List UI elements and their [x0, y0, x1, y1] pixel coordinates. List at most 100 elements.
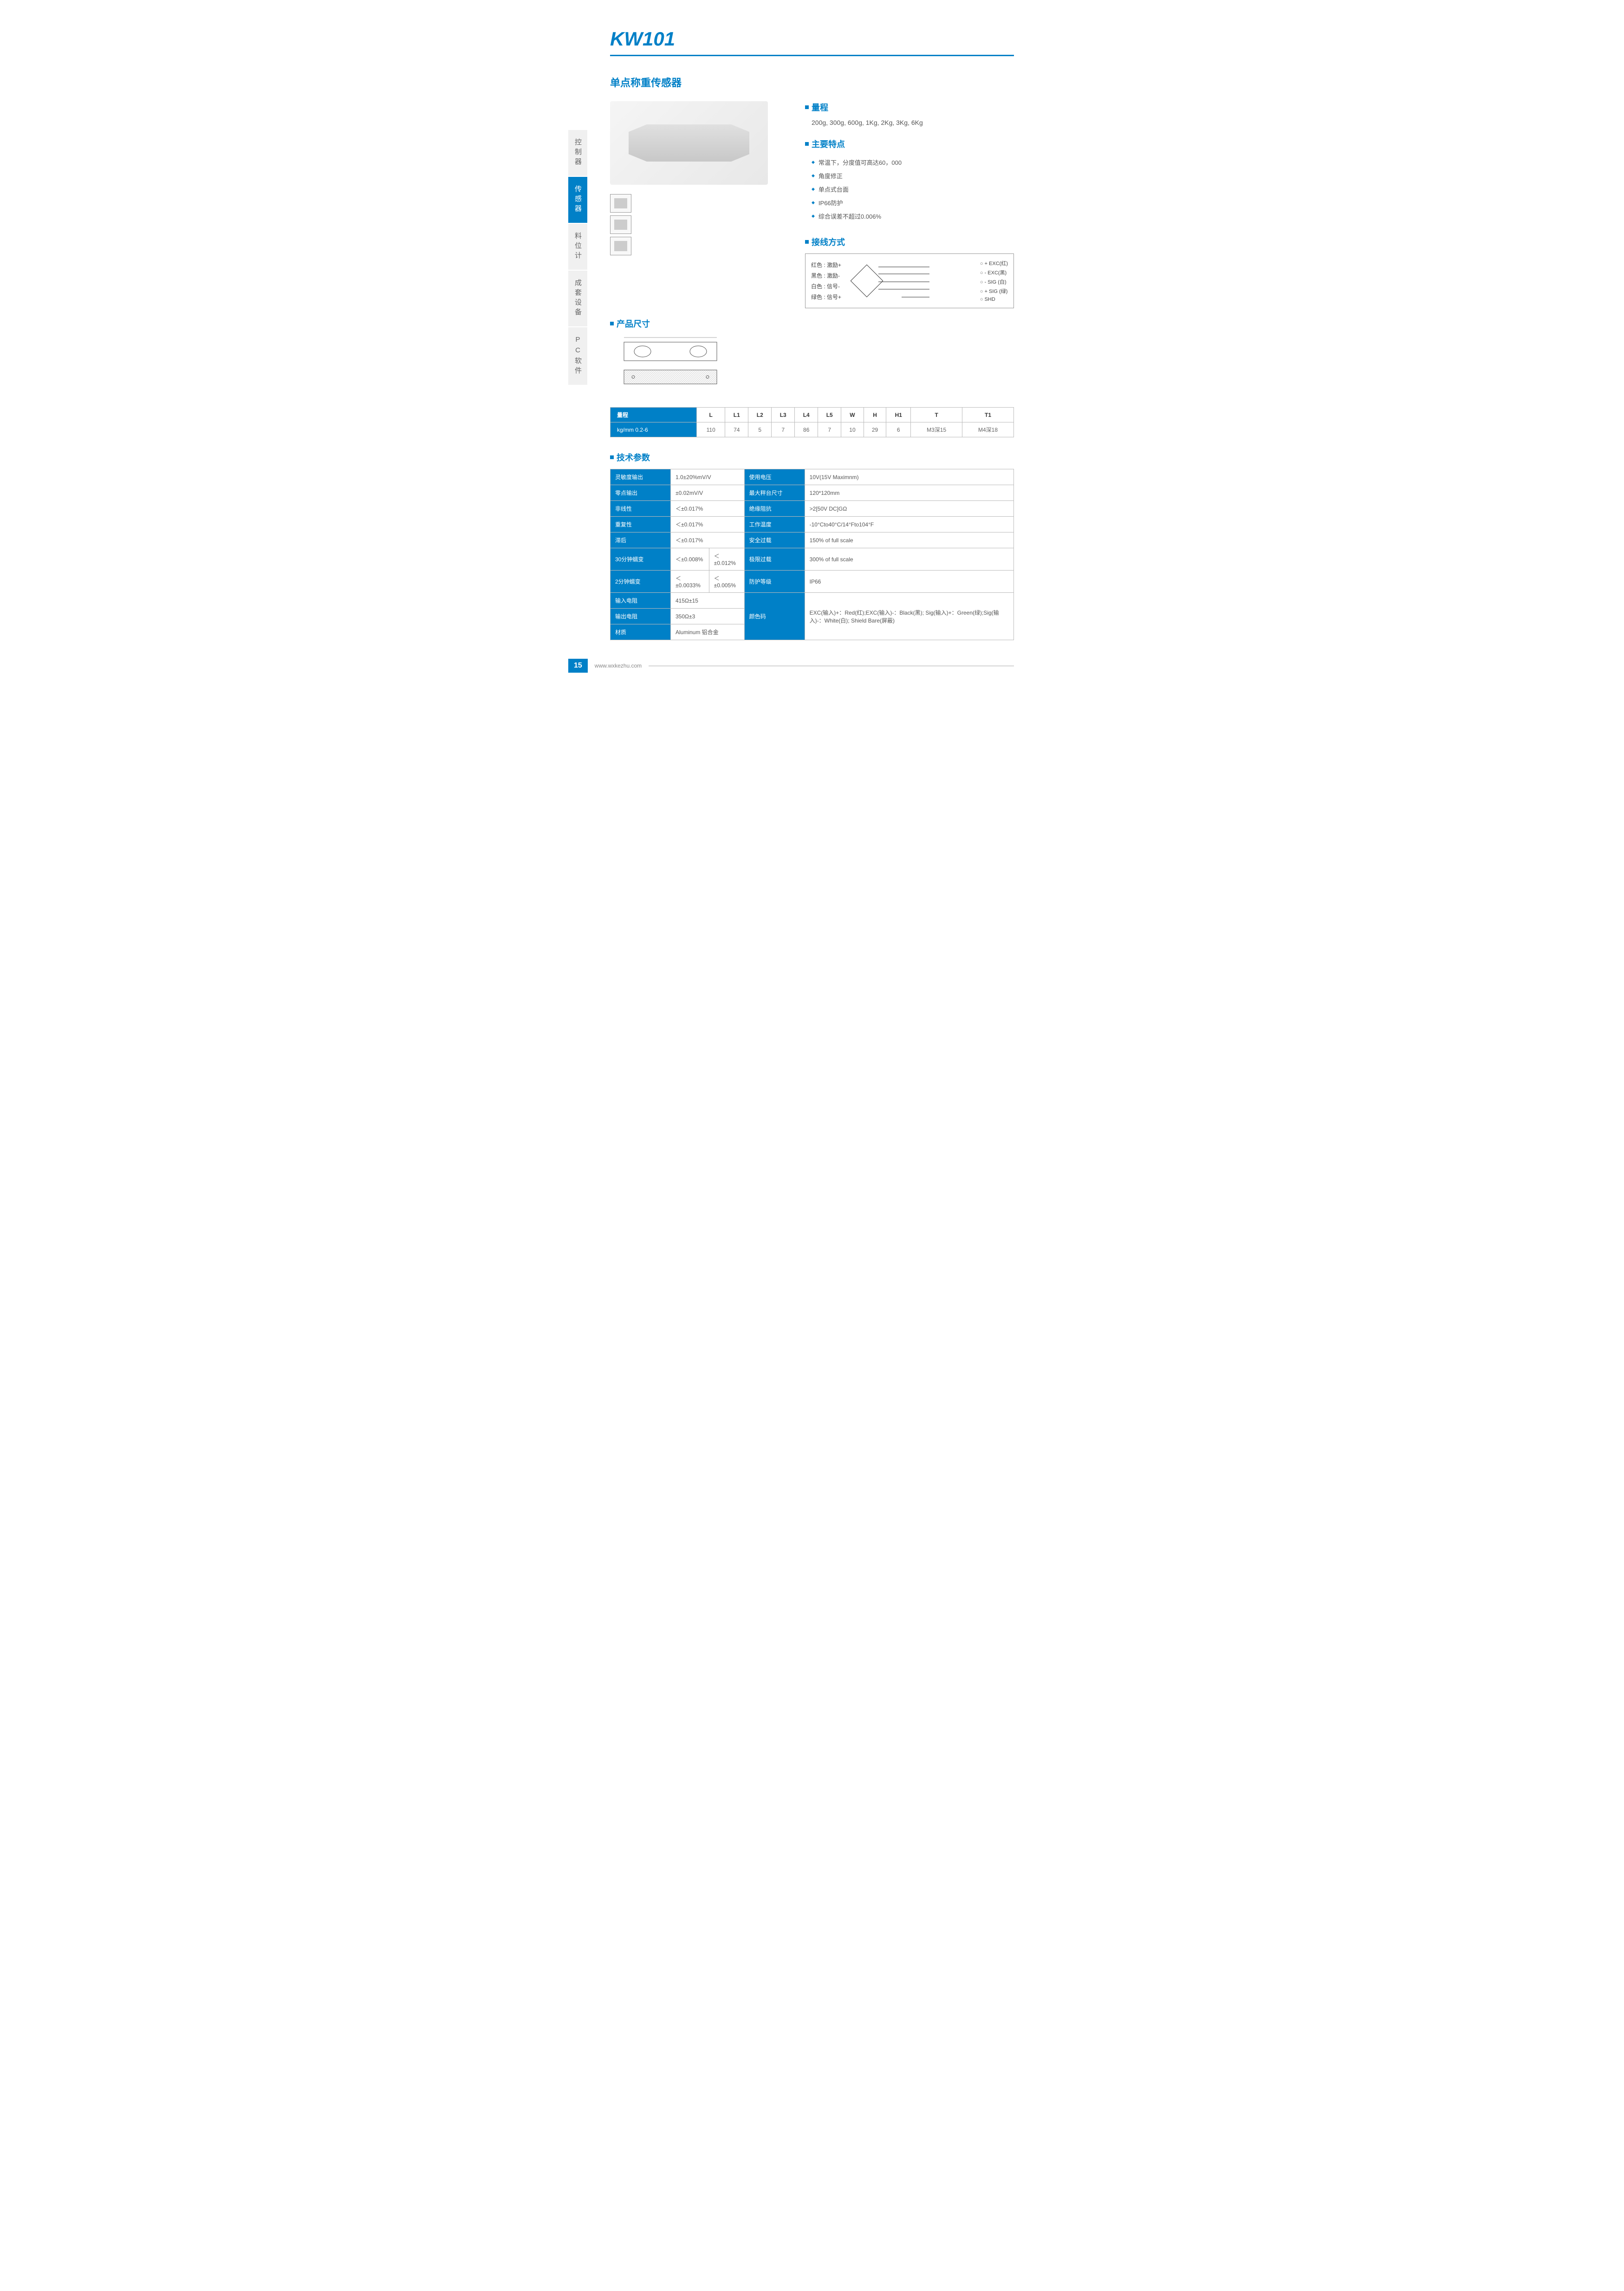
spec-label: 滞后: [611, 532, 671, 548]
spec-value: ＜±0.008%: [671, 548, 709, 571]
wiring-output: SHD: [980, 297, 1008, 302]
page-title: KW101: [610, 28, 1014, 50]
wiring-lines-icon: [878, 260, 934, 302]
dim-header: T: [911, 408, 962, 422]
dim-cell: 5: [748, 422, 772, 437]
spec-label: 重复性: [611, 517, 671, 532]
dim-header: L: [697, 408, 725, 422]
spec-label: 使用电压: [744, 469, 805, 485]
dim-cell: 10: [841, 422, 864, 437]
dim-cell: 86: [795, 422, 818, 437]
specs-heading: 技术参数: [610, 451, 1014, 463]
spec-value: ＜±0.005%: [709, 571, 744, 593]
feature-item: 单点式台面: [812, 182, 1014, 196]
dimensions-heading: 产品尺寸: [610, 318, 1014, 330]
wiring-label: 绿色 : 信号+: [811, 293, 841, 301]
dim-header: H1: [886, 408, 911, 422]
feature-item: 角度修正: [812, 169, 1014, 182]
spec-value: 1.0±20%mV/V: [671, 469, 745, 485]
spec-label: 非线性: [611, 501, 671, 517]
spec-label: 工作温度: [744, 517, 805, 532]
spec-value: ＜±0.017%: [671, 501, 745, 517]
spec-label: 防护等级: [744, 571, 805, 593]
spec-value: ＜±0.017%: [671, 532, 745, 548]
spec-value: 300% of full scale: [805, 548, 1013, 571]
features-list: 常温下，分度值可高达60，000角度修正单点式台面IP66防护综合误差不超过0.…: [805, 156, 1014, 223]
spec-value: ±0.02mV/V: [671, 485, 745, 501]
spec-value: 120*120mm: [805, 485, 1013, 501]
spec-value: 10V(15V Maximnm): [805, 469, 1013, 485]
dim-cell: 6: [886, 422, 911, 437]
dim-header: L3: [772, 408, 795, 422]
wiring-output: - SIG (白): [980, 278, 1008, 286]
range-text: 200g, 300g, 600g, 1Kg, 2Kg, 3Kg, 6Kg: [805, 119, 1014, 126]
spec-label: 灵敏度输出: [611, 469, 671, 485]
dim-header: L2: [748, 408, 772, 422]
spec-value: IP66: [805, 571, 1013, 593]
feature-item: 常温下，分度值可高达60，000: [812, 156, 1014, 169]
spec-label: 零点输出: [611, 485, 671, 501]
thumbnail-2[interactable]: [610, 215, 631, 234]
dimensions-table: 量程LL1L2L3L4L5WHH1TT1 kg/mm 0.2-611074578…: [610, 407, 1014, 437]
spec-label: 2分钟蠕变: [611, 571, 671, 593]
dim-cell: 7: [772, 422, 795, 437]
spec-label: 30分钟蠕变: [611, 548, 671, 571]
dimension-drawing: [610, 335, 740, 396]
dim-cell: M4深18: [962, 422, 1014, 437]
dim-header: 量程: [611, 408, 697, 422]
spec-label: 极限过载: [744, 548, 805, 571]
sidebar-tab[interactable]: PC软件: [568, 327, 587, 385]
sidebar-nav: 控制器传感器料位计成套设备PC软件: [568, 130, 587, 386]
dim-cell: 7: [818, 422, 841, 437]
dim-header: T1: [962, 408, 1014, 422]
dim-header: L4: [795, 408, 818, 422]
spec-value: ＜±0.017%: [671, 517, 745, 532]
dim-header: L5: [818, 408, 841, 422]
spec-value: -10°Cto40°C/14°Fto104°F: [805, 517, 1013, 532]
sidebar-tab[interactable]: 控制器: [568, 130, 587, 176]
wiring-output: + SIG (绿): [980, 287, 1008, 295]
specs-table: 灵敏度输出1.0±20%mV/V使用电压10V(15V Maximnm) 零点输出…: [610, 469, 1014, 640]
sidebar-tab[interactable]: 成套设备: [568, 271, 587, 326]
feature-item: 综合误差不超过0.006%: [812, 209, 1014, 223]
wiring-label: 白色 : 信号-: [811, 282, 841, 290]
spec-value: ＜±0.0033%: [671, 571, 709, 593]
wiring-output: - EXC(黑): [980, 269, 1008, 276]
range-heading: 量程: [805, 101, 1014, 113]
spec-value: ＜±0.012%: [709, 548, 744, 571]
title-rule: [610, 55, 1014, 56]
spec-value: 150% of full scale: [805, 532, 1013, 548]
thumbnail-1[interactable]: [610, 194, 631, 213]
spec-value: EXC(输入)+：Red(红);EXC(输入)-：Black(黑); Sig(输…: [805, 593, 1013, 640]
sidebar-tab[interactable]: 料位计: [568, 224, 587, 270]
page-number: 15: [568, 659, 588, 673]
wiring-label: 黑色 : 激励-: [811, 272, 841, 279]
dim-cell: 74: [725, 422, 748, 437]
dim-cell: 29: [864, 422, 886, 437]
wiring-output: + EXC(红): [980, 260, 1008, 267]
spec-label: 输入电阻: [611, 593, 671, 609]
footer-url: www.wxkezhu.com: [595, 662, 642, 669]
product-photo: [610, 101, 768, 185]
dim-header: L1: [725, 408, 748, 422]
spec-label: 输出电阻: [611, 609, 671, 624]
spec-label: 绝缘阻抗: [744, 501, 805, 517]
product-subtitle: 单点称重传感器: [610, 75, 1014, 90]
page-footer: 15 www.wxkezhu.com: [568, 659, 1014, 673]
spec-label: 颜色码: [744, 593, 805, 640]
spec-label: 最大秤台尺寸: [744, 485, 805, 501]
spec-label: 材质: [611, 624, 671, 640]
dim-cell: 110: [697, 422, 725, 437]
thumbnail-3[interactable]: [610, 237, 631, 255]
features-heading: 主要特点: [805, 138, 1014, 150]
dim-header: W: [841, 408, 864, 422]
wiring-diagram: 红色 : 激励+ 黑色 : 激励- 白色 : 信号- 绿色 : 信号+ + EXC(红…: [805, 253, 1014, 308]
wiring-label: 红色 : 激励+: [811, 261, 841, 269]
feature-item: IP66防护: [812, 196, 1014, 209]
spec-value: Aluminum 铝合金: [671, 624, 745, 640]
sidebar-tab[interactable]: 传感器: [568, 177, 587, 223]
dim-cell: M3深15: [911, 422, 962, 437]
spec-value: 415Ω±15: [671, 593, 745, 609]
spec-value: 350Ω±3: [671, 609, 745, 624]
wiring-heading: 接线方式: [805, 236, 1014, 248]
